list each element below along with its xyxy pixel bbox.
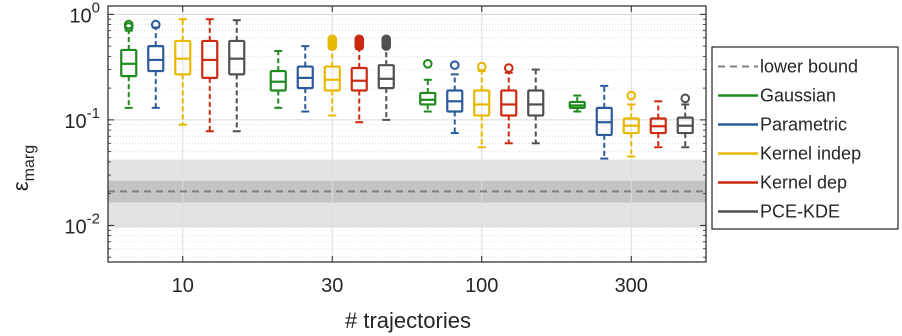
box-parametric-100 xyxy=(446,60,464,135)
box-gaussian-300 xyxy=(568,94,586,113)
box-iqr xyxy=(350,66,368,92)
y-tick-label: 10-2 xyxy=(64,210,100,238)
y-axis-label: εmarg xyxy=(8,145,38,191)
box-gaussian-10 xyxy=(120,19,138,109)
outlier-point xyxy=(150,19,161,30)
box-gaussian-30 xyxy=(269,49,287,109)
outlier-point xyxy=(503,63,514,73)
y-axis-label-base: ε xyxy=(8,181,33,191)
box-parametric-30 xyxy=(296,45,314,113)
box-iqr xyxy=(500,89,518,117)
y-tick-base: 10 xyxy=(69,5,91,27)
y-tick-exponent: 0 xyxy=(92,0,100,16)
legend-entry-label: Kernel dep xyxy=(760,173,847,193)
box-kernel-dep-10 xyxy=(201,18,219,133)
box-iqr xyxy=(527,89,545,117)
box-pce-kde-300 xyxy=(676,93,694,149)
outlier-point xyxy=(449,60,460,70)
lower-bound-band xyxy=(108,159,706,228)
outlier-point xyxy=(476,61,487,72)
legend-entry-label: Gaussian xyxy=(760,86,836,106)
box-groups xyxy=(120,18,694,160)
legend-entry-label: Parametric xyxy=(760,115,847,135)
outlier-point xyxy=(422,58,433,69)
box-kernel-dep-100 xyxy=(500,63,518,145)
box-gaussian-100 xyxy=(419,58,437,113)
outlier-point xyxy=(680,93,691,104)
box-iqr xyxy=(147,45,165,73)
box-kernel-indep-100 xyxy=(473,61,491,149)
box-iqr xyxy=(323,65,341,92)
y-axis-label-sub: marg xyxy=(21,145,38,181)
legend: lower bound Gaussian Parametric Kernel inde… xyxy=(711,46,899,230)
x-tick-label: 10 xyxy=(172,275,194,297)
box-kernel-dep-30 xyxy=(350,34,368,124)
box-kernel-dep-300 xyxy=(649,100,667,149)
grid-lines xyxy=(108,6,706,262)
x-tick-label: 300 xyxy=(615,275,648,297)
legend-box xyxy=(711,46,899,230)
outlier-point xyxy=(626,90,637,101)
box-pce-kde-30 xyxy=(377,34,395,121)
y-tick-label: 10-1 xyxy=(64,105,100,133)
x-tick-label: 100 xyxy=(465,275,498,297)
legend-entry-label: Kernel indep xyxy=(760,144,861,164)
box-pce-kde-10 xyxy=(228,19,246,133)
outlier-point xyxy=(327,34,338,45)
legend-entry-label: lower bound xyxy=(760,57,858,77)
box-parametric-10 xyxy=(147,19,165,109)
box-kernel-indep-300 xyxy=(622,90,640,158)
y-tick-label: 100 xyxy=(69,0,100,27)
y-tick-exponent: -1 xyxy=(87,105,100,122)
outlier-point xyxy=(123,19,134,30)
x-tick-label: 30 xyxy=(321,275,343,297)
x-axis-label: # trajectories xyxy=(345,308,471,333)
y-tick-exponent: -2 xyxy=(87,210,100,227)
axes-frame xyxy=(107,5,707,263)
box-kernel-indep-10 xyxy=(174,18,192,126)
legend-entry-label: PCE-KDE xyxy=(760,202,840,222)
box-iqr xyxy=(473,89,491,117)
y-tick-base: 10 xyxy=(64,111,86,133)
box-parametric-300 xyxy=(595,84,613,160)
lower-bound-inner-band xyxy=(108,180,706,203)
y-tick-base: 10 xyxy=(64,216,86,238)
box-pce-kde-100 xyxy=(527,68,545,145)
box-kernel-indep-30 xyxy=(323,34,341,117)
outlier-point xyxy=(381,34,392,45)
box-iqr xyxy=(377,64,395,90)
outlier-point xyxy=(354,34,365,45)
